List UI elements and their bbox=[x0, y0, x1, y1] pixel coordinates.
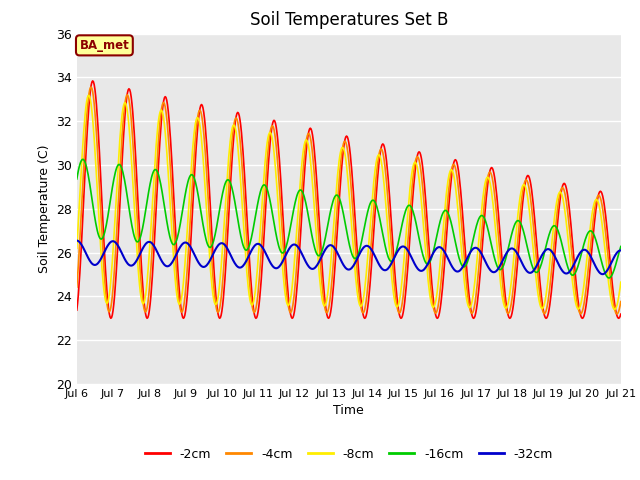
-4cm bbox=[341, 138, 349, 144]
-8cm bbox=[611, 307, 619, 312]
-2cm bbox=[614, 315, 622, 321]
-32cm bbox=[193, 255, 200, 261]
-2cm bbox=[216, 315, 224, 321]
-2cm bbox=[89, 78, 97, 84]
-4cm bbox=[193, 120, 201, 125]
-32cm bbox=[617, 248, 625, 253]
-8cm bbox=[216, 274, 224, 279]
Line: -16cm: -16cm bbox=[77, 159, 621, 278]
-16cm bbox=[568, 272, 575, 278]
-2cm bbox=[568, 230, 575, 236]
-4cm bbox=[568, 250, 575, 255]
Text: BA_met: BA_met bbox=[79, 39, 129, 52]
-32cm bbox=[216, 241, 223, 247]
-32cm bbox=[599, 271, 607, 277]
-2cm bbox=[193, 134, 201, 140]
Line: -8cm: -8cm bbox=[77, 95, 621, 310]
Line: -2cm: -2cm bbox=[77, 81, 621, 318]
-8cm bbox=[394, 303, 402, 309]
Y-axis label: Soil Temperature (C): Soil Temperature (C) bbox=[38, 144, 51, 273]
-4cm bbox=[73, 284, 81, 290]
Line: -4cm: -4cm bbox=[77, 87, 621, 314]
-32cm bbox=[447, 262, 454, 267]
-16cm bbox=[605, 275, 612, 281]
-4cm bbox=[394, 308, 402, 313]
-8cm bbox=[85, 92, 93, 98]
-16cm bbox=[73, 176, 81, 182]
-4cm bbox=[216, 301, 224, 307]
-16cm bbox=[193, 186, 201, 192]
Title: Soil Temperatures Set B: Soil Temperatures Set B bbox=[250, 11, 448, 29]
-32cm bbox=[73, 238, 81, 243]
-16cm bbox=[617, 244, 625, 250]
-2cm bbox=[341, 136, 349, 142]
-16cm bbox=[216, 203, 224, 208]
-16cm bbox=[448, 221, 456, 227]
-8cm bbox=[617, 279, 625, 285]
-2cm bbox=[394, 303, 402, 309]
-16cm bbox=[79, 156, 86, 162]
-32cm bbox=[567, 267, 575, 273]
Line: -32cm: -32cm bbox=[77, 240, 621, 274]
-4cm bbox=[613, 311, 621, 317]
-16cm bbox=[341, 219, 349, 225]
X-axis label: Time: Time bbox=[333, 405, 364, 418]
-2cm bbox=[73, 307, 81, 313]
-4cm bbox=[617, 299, 625, 304]
-2cm bbox=[448, 174, 456, 180]
-8cm bbox=[568, 272, 575, 278]
Legend: -2cm, -4cm, -8cm, -16cm, -32cm: -2cm, -4cm, -8cm, -16cm, -32cm bbox=[140, 443, 558, 466]
-4cm bbox=[448, 166, 456, 172]
-32cm bbox=[394, 249, 401, 255]
-2cm bbox=[617, 311, 625, 317]
-8cm bbox=[73, 245, 81, 251]
-8cm bbox=[341, 152, 349, 157]
-4cm bbox=[87, 84, 95, 90]
-32cm bbox=[340, 264, 348, 269]
-8cm bbox=[448, 167, 456, 173]
-8cm bbox=[193, 115, 201, 121]
-16cm bbox=[394, 241, 402, 247]
